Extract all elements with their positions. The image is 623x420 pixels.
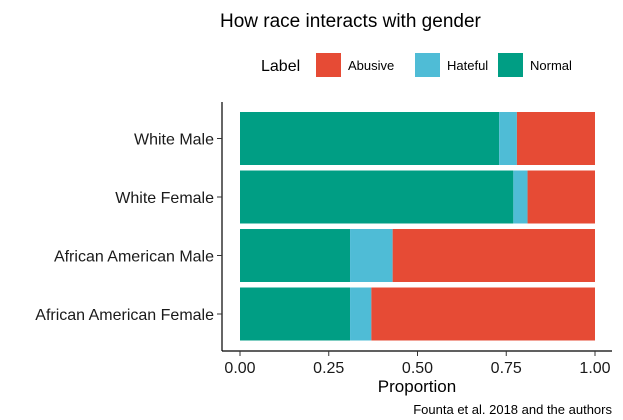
caption: Founta et al. 2018 and the authors bbox=[413, 402, 612, 417]
x-tick-label: 0.25 bbox=[313, 360, 344, 377]
y-tick-label-white-male: White Male bbox=[134, 132, 214, 149]
bar-white-female-abusive bbox=[527, 170, 595, 224]
x-tick-label: 0.75 bbox=[491, 360, 522, 377]
x-tick-label: 0.50 bbox=[402, 360, 433, 377]
legend-label-normal: Normal bbox=[530, 58, 572, 73]
bar-white-male-abusive bbox=[516, 112, 595, 165]
legend-label-hateful: Hateful bbox=[447, 58, 488, 73]
x-tick-label: 0.00 bbox=[224, 360, 255, 377]
bar-african-american-female-abusive bbox=[371, 287, 595, 341]
bar-white-female-normal bbox=[240, 170, 514, 224]
legend-swatch-abusive bbox=[316, 53, 341, 77]
bar-african-american-male-hateful bbox=[350, 229, 393, 282]
bar-white-male-normal bbox=[240, 112, 500, 165]
x-axis-label: Proportion bbox=[378, 377, 456, 396]
y-tick-label-african-american-female: African American Female bbox=[35, 307, 214, 324]
bar-white-female-hateful bbox=[513, 170, 528, 224]
y-tick-label-white-female: White Female bbox=[115, 190, 214, 207]
y-axis: White Male White Female African American M… bbox=[35, 102, 223, 351]
bar-african-american-female-hateful bbox=[350, 287, 372, 341]
legend-label-abusive: Abusive bbox=[348, 58, 394, 73]
bar-white-male-hateful bbox=[499, 112, 517, 165]
chart-title: How race interacts with gender bbox=[220, 11, 482, 32]
x-tick-label: 1.00 bbox=[579, 360, 610, 377]
legend-swatch-normal bbox=[498, 53, 523, 77]
x-axis: 0.00 0.25 0.50 0.75 1.00 Proportion bbox=[222, 350, 612, 396]
bar-african-american-male-abusive bbox=[392, 229, 595, 282]
legend: Label Abusive Hateful Normal bbox=[261, 53, 572, 77]
bar-african-american-male-normal bbox=[240, 229, 351, 282]
bars bbox=[240, 112, 595, 341]
bar-african-american-female-normal bbox=[240, 287, 351, 341]
y-tick-label-african-american-male: African American Male bbox=[54, 249, 214, 266]
legend-title: Label bbox=[261, 58, 300, 75]
legend-swatch-hateful bbox=[415, 53, 440, 77]
